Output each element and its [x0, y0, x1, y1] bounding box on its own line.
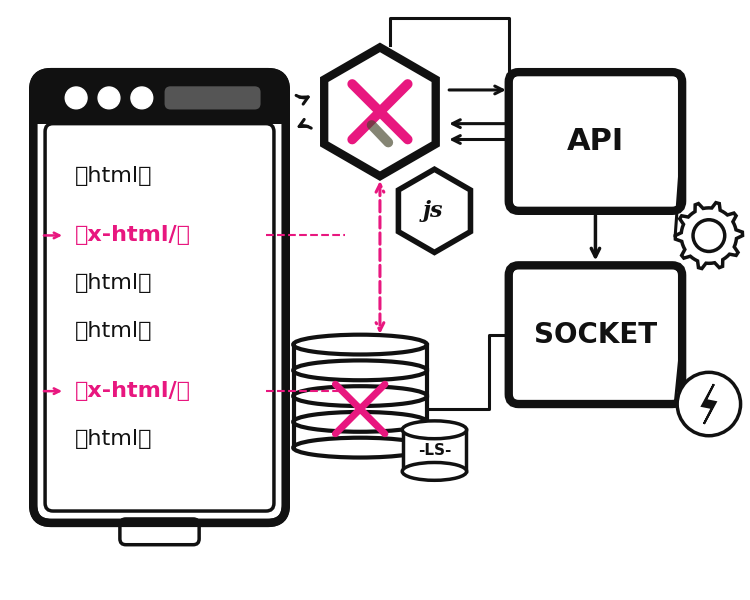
Ellipse shape [402, 421, 466, 439]
Circle shape [65, 87, 87, 109]
FancyBboxPatch shape [164, 86, 260, 109]
Ellipse shape [293, 438, 427, 458]
Bar [51, 72, 268, 124]
Text: 〈x-html∕〉: 〈x-html∕〉 [75, 226, 190, 245]
FancyBboxPatch shape [33, 72, 286, 523]
Text: -LS-: -LS- [418, 443, 452, 458]
Bar [294, 396, 427, 422]
Circle shape [693, 220, 724, 251]
Circle shape [98, 87, 120, 109]
Ellipse shape [293, 335, 427, 355]
Polygon shape [675, 203, 742, 269]
Text: 〈x-html∕〉: 〈x-html∕〉 [75, 381, 190, 401]
Ellipse shape [402, 463, 466, 481]
FancyBboxPatch shape [33, 72, 286, 124]
Ellipse shape [293, 361, 427, 380]
Text: 〈html〉: 〈html〉 [75, 321, 152, 341]
Text: 〈html〉: 〈html〉 [75, 166, 152, 185]
FancyBboxPatch shape [509, 72, 682, 211]
Bar [294, 344, 427, 370]
Text: js: js [422, 200, 442, 222]
Polygon shape [324, 47, 436, 176]
Bar [403, 430, 467, 472]
Circle shape [131, 87, 153, 109]
Ellipse shape [293, 386, 427, 406]
FancyBboxPatch shape [120, 519, 200, 545]
Text: SOCKET: SOCKET [534, 320, 657, 349]
Polygon shape [702, 384, 715, 424]
FancyBboxPatch shape [509, 265, 682, 404]
Polygon shape [398, 169, 470, 253]
Text: API: API [567, 127, 624, 156]
Ellipse shape [293, 412, 427, 432]
Bar [33, 90, 286, 124]
Text: 〈html〉: 〈html〉 [75, 429, 152, 449]
Bar [294, 370, 427, 396]
Circle shape [677, 373, 740, 436]
Bar [294, 422, 427, 448]
Text: 〈html〉: 〈html〉 [75, 274, 152, 293]
